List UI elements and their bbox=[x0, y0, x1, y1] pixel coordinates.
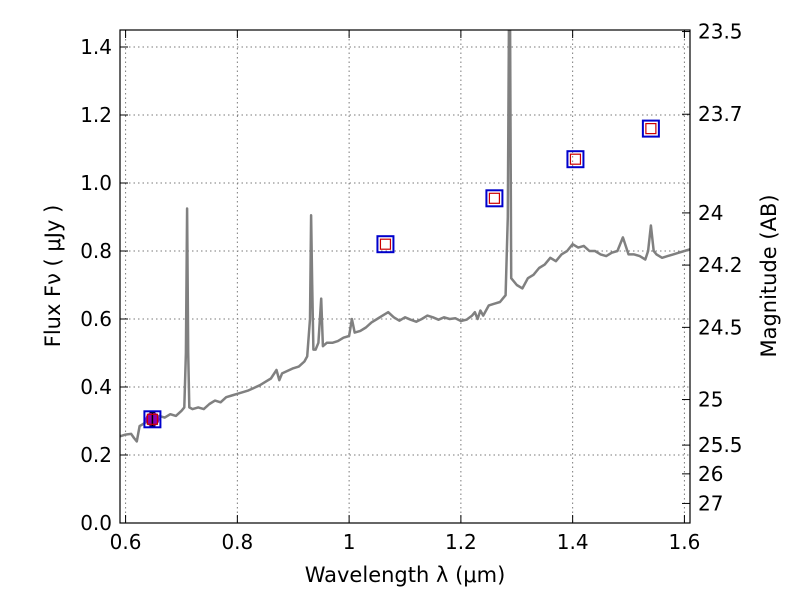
mag-tick-label: 23.5 bbox=[698, 20, 743, 44]
photometry-point-inner bbox=[645, 122, 657, 135]
photometry-point bbox=[143, 410, 162, 429]
photometry-point bbox=[566, 150, 585, 169]
plot-frame bbox=[119, 29, 691, 524]
mag-tick-label: 24.2 bbox=[698, 253, 743, 277]
x-tick-label: 0.8 bbox=[221, 530, 253, 554]
photometry-point bbox=[641, 119, 660, 138]
grid bbox=[120, 30, 690, 523]
photometry-point-inner bbox=[379, 238, 392, 250]
y-tick-label: 0.6 bbox=[80, 307, 112, 331]
y-tick-label: 0.2 bbox=[80, 443, 112, 467]
x-tick-label: 1.6 bbox=[669, 530, 701, 554]
mag-tick-label: 24 bbox=[698, 201, 723, 225]
data-series bbox=[120, 30, 690, 443]
mag-tick-label: 25.5 bbox=[698, 433, 743, 457]
photometry-point-inner bbox=[146, 413, 159, 425]
y2-axis-label: Magnitude (AB) bbox=[757, 194, 781, 357]
spectrum-line bbox=[120, 30, 690, 443]
y-tick-label: 1.2 bbox=[80, 103, 112, 127]
x-tick-label: 1.4 bbox=[557, 530, 589, 554]
y-axis-label: Flux Fν ( μJy ) bbox=[41, 205, 65, 348]
photometry-point-inner bbox=[488, 192, 501, 204]
y-tick-label: 1.4 bbox=[80, 35, 112, 59]
y-tick-label: 0.8 bbox=[80, 239, 112, 263]
y-tick-label: 1.0 bbox=[80, 171, 112, 195]
mag-tick-label: 23.7 bbox=[698, 102, 743, 126]
x-tick-label: 1.2 bbox=[445, 530, 477, 554]
photometry-point bbox=[376, 235, 395, 254]
photometry-point-inner bbox=[569, 153, 582, 165]
x-tick-label: 1 bbox=[343, 530, 356, 554]
mag-tick-label: 27 bbox=[698, 491, 723, 515]
mag-tick-label: 26 bbox=[698, 462, 723, 486]
mag-tick-label: 25 bbox=[698, 388, 723, 412]
y-tick-label: 0.4 bbox=[80, 375, 112, 399]
y-tick-label: 0.0 bbox=[80, 511, 112, 535]
x-tick-label: 0.6 bbox=[110, 530, 142, 554]
axis-ticks: 0.6 0.8 1 1.2 1.4 1.6 0.0 0.2 0.4 0.6 0.8 1.0 1.2 1.4… bbox=[80, 20, 742, 554]
photometry-point bbox=[485, 189, 504, 208]
x-axis-label: Wavelength λ (μm) bbox=[305, 563, 506, 587]
mag-tick-label: 24.5 bbox=[698, 315, 743, 339]
